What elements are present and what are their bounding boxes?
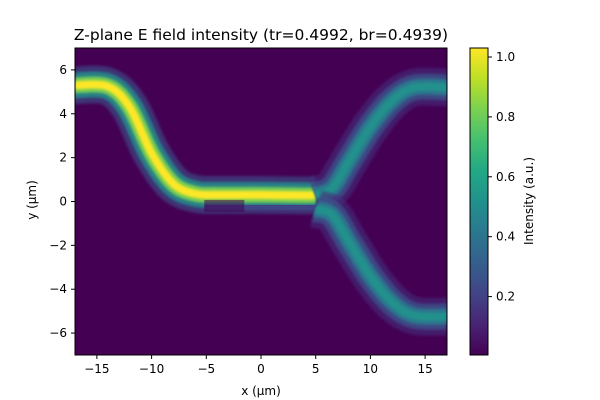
y-tick-label: 4	[59, 107, 67, 121]
y-axis: −6 −4 −2 0 2 4 6	[49, 63, 75, 340]
colorbar-ticks: 0.2 0.4 0.6 0.8 1.0	[488, 50, 515, 304]
field-path	[309, 190, 447, 336]
colorbar-gradient	[469, 47, 489, 356]
field-path-stroke	[314, 82, 447, 199]
field-path	[204, 187, 324, 228]
colorbar-label: Intensity (a.u.)	[522, 157, 536, 245]
colorbar-tick-label: 1.0	[496, 50, 515, 64]
x-tick-label: −10	[139, 362, 164, 376]
x-tick-label: 5	[312, 362, 320, 376]
colorbar-tick-label: 0.8	[496, 110, 515, 124]
y-tick-label: 6	[59, 63, 67, 77]
x-tick-label: 10	[363, 362, 378, 376]
y-tick-label: 0	[59, 195, 67, 209]
y-tick-label: −4	[49, 282, 67, 296]
field-path-stroke	[314, 205, 447, 321]
field-path	[308, 67, 447, 213]
colorbar-tick-label: 0.2	[496, 290, 515, 304]
x-tick-label: −5	[197, 362, 215, 376]
x-tick-label: 15	[417, 362, 432, 376]
x-axis: −15 −10 −5 0 5 10 15	[84, 355, 433, 376]
x-tick-label: −15	[84, 362, 109, 376]
y-tick-label: −6	[49, 326, 67, 340]
colorbar-tick-label: 0.6	[496, 170, 515, 184]
y-tick-label: 2	[59, 151, 67, 165]
colorbar-tick-label: 0.4	[496, 230, 515, 244]
plot-area	[74, 47, 448, 356]
x-axis-label: x (μm)	[241, 384, 281, 398]
y-axis-label: y (μm)	[25, 180, 39, 220]
y-tick-label: −2	[49, 238, 67, 252]
field-path-fade	[204, 199, 245, 212]
colorbar: 0.2 0.4 0.6 0.8 1.0 Intensity (a.u.)	[469, 47, 536, 356]
field-layer	[75, 65, 447, 336]
x-tick-label: 0	[257, 362, 265, 376]
chart-title: Z-plane E field intensity (tr=0.4992, br…	[74, 26, 448, 44]
